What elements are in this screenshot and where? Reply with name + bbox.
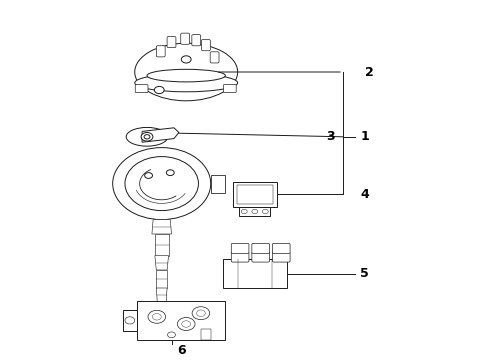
FancyBboxPatch shape [201,40,210,51]
Ellipse shape [126,127,168,146]
Circle shape [125,157,198,211]
Polygon shape [142,128,179,142]
Polygon shape [156,270,167,288]
Polygon shape [155,234,169,256]
Circle shape [242,210,247,213]
Circle shape [168,332,175,338]
Polygon shape [158,313,166,328]
Circle shape [167,170,174,176]
Circle shape [177,318,195,330]
FancyBboxPatch shape [156,46,165,57]
Circle shape [237,246,244,251]
FancyBboxPatch shape [181,33,190,44]
Circle shape [182,321,191,327]
Ellipse shape [135,43,238,101]
Polygon shape [157,302,166,313]
Bar [223,259,287,288]
FancyBboxPatch shape [210,52,219,63]
FancyBboxPatch shape [231,252,249,262]
Polygon shape [156,288,167,302]
FancyBboxPatch shape [167,36,176,48]
Circle shape [278,255,285,260]
Circle shape [144,135,150,139]
Bar [201,329,211,340]
Circle shape [257,255,264,260]
Circle shape [145,173,152,179]
Text: 2: 2 [365,66,374,78]
Polygon shape [155,256,169,270]
Bar [233,182,277,207]
Bar [239,207,270,216]
FancyBboxPatch shape [211,175,225,193]
FancyBboxPatch shape [231,243,249,253]
Ellipse shape [147,69,225,82]
Text: 3: 3 [326,130,335,143]
FancyBboxPatch shape [272,243,290,253]
FancyBboxPatch shape [223,85,236,93]
Circle shape [113,148,211,220]
Circle shape [125,317,135,324]
Text: 6: 6 [177,345,186,357]
Circle shape [192,307,210,320]
FancyBboxPatch shape [252,243,270,253]
FancyBboxPatch shape [272,252,290,262]
Circle shape [148,310,166,323]
Circle shape [257,246,264,251]
Circle shape [237,255,244,260]
Bar [237,185,273,204]
Text: 5: 5 [360,267,369,280]
Text: 1: 1 [360,130,369,143]
Circle shape [141,132,153,141]
Bar [137,301,225,340]
Circle shape [154,86,164,94]
FancyBboxPatch shape [135,85,148,93]
Circle shape [196,310,205,316]
Circle shape [278,246,285,251]
Circle shape [181,56,191,63]
FancyBboxPatch shape [252,252,270,262]
Circle shape [252,210,258,213]
Circle shape [263,210,269,213]
Text: 4: 4 [360,188,369,201]
Ellipse shape [135,74,238,92]
Circle shape [156,328,168,336]
Circle shape [152,314,161,320]
Bar [122,310,137,331]
FancyBboxPatch shape [192,35,201,46]
Polygon shape [152,220,172,234]
